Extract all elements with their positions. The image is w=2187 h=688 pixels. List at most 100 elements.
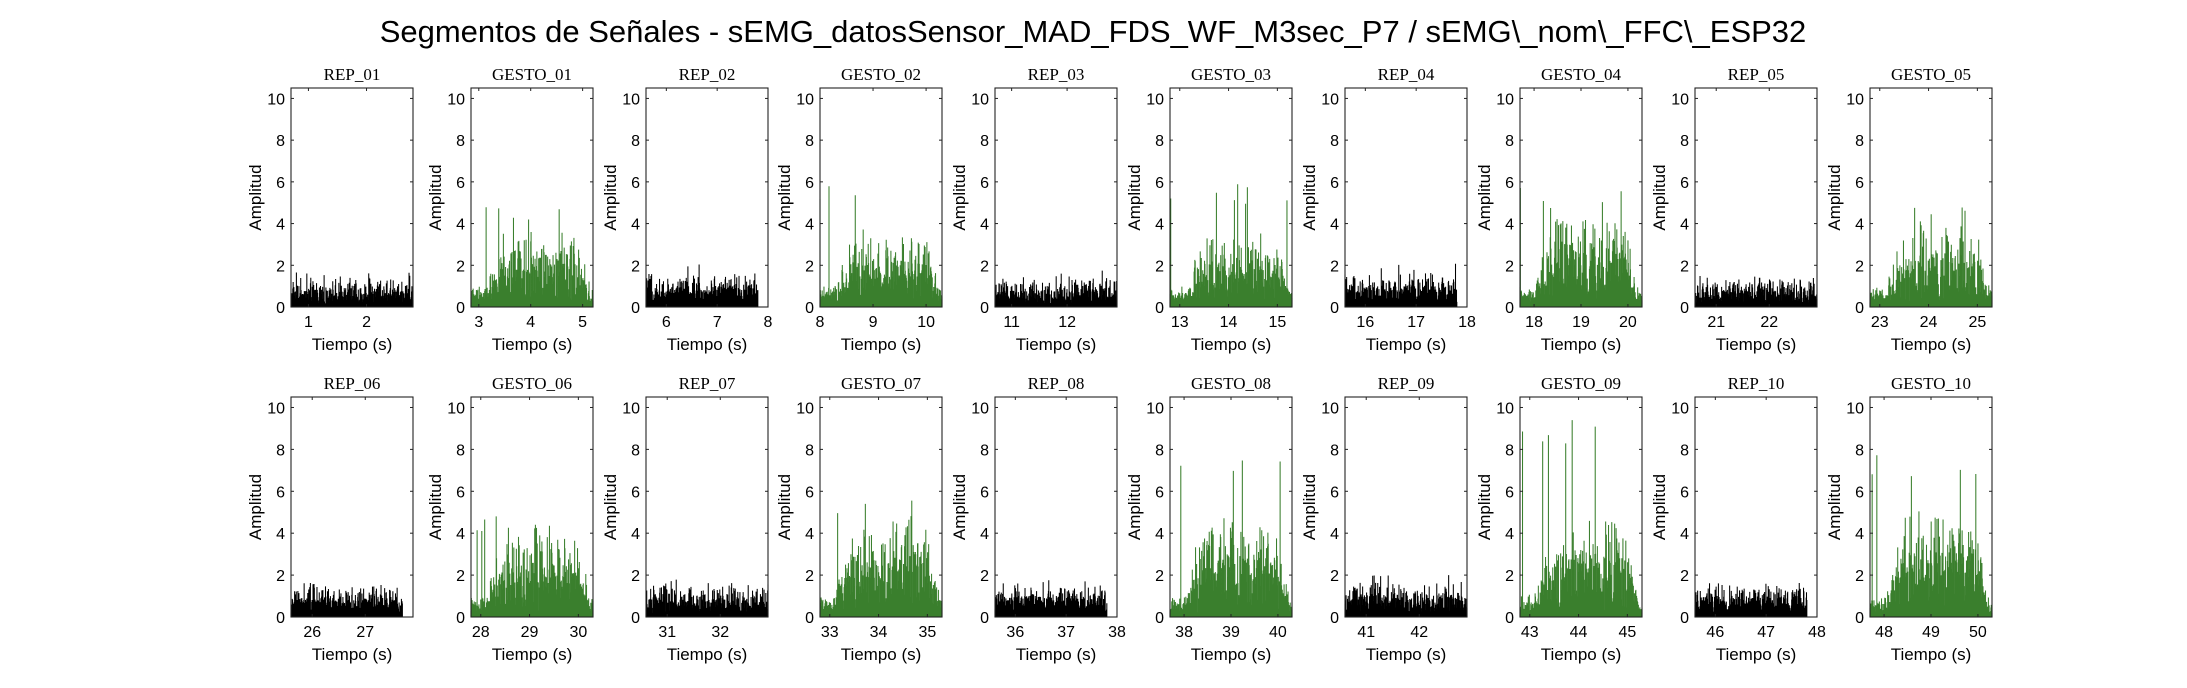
x-tick-label: 21 <box>1707 314 1725 331</box>
axes-frame <box>645 396 769 618</box>
y-tick-label: 6 <box>456 484 465 501</box>
y-tick-label: 6 <box>1330 175 1339 192</box>
y-tick-label: 2 <box>1505 568 1514 585</box>
y-tick-label: 4 <box>1330 526 1339 543</box>
x-tick-label: 2 <box>362 314 371 331</box>
x-axis-label: Tiempo (s) <box>1541 645 1622 664</box>
y-tick-label: 6 <box>805 175 814 192</box>
x-tick-label: 38 <box>1108 624 1126 641</box>
x-tick-label: 39 <box>1222 624 1240 641</box>
y-tick-label: 2 <box>1680 568 1689 585</box>
x-axis-label: Tiempo (s) <box>667 335 748 354</box>
x-tick-label: 36 <box>1006 624 1024 641</box>
panel-title: GESTO_07 <box>841 374 921 393</box>
panel-title: GESTO_08 <box>1191 374 1271 393</box>
y-tick-label: 2 <box>1330 568 1339 585</box>
y-tick-label: 10 <box>971 400 989 417</box>
x-tick-label: 8 <box>764 314 773 331</box>
x-tick-label: 12 <box>1058 314 1076 331</box>
panel-rep_04: 0 2 4 6 8 10 16 17 18 REP_04 Tiempo (s) Amplitud <box>1300 65 1476 354</box>
y-axis-label: Amplitud <box>1300 164 1319 230</box>
panel-rep_02: 0 2 4 6 8 10 6 7 8 REP_02 Tiempo (s) Amplitud <box>601 65 773 354</box>
y-axis-label: Amplitud <box>246 474 265 540</box>
panel-gesto_01: 0 2 4 6 8 10 3 4 5 GESTO_01 Tiempo (s) Amplitud <box>426 65 594 354</box>
y-tick-label: 0 <box>805 610 814 627</box>
y-tick-label: 2 <box>1855 258 1864 275</box>
signal-gesto <box>1169 460 1293 617</box>
y-tick-label: 6 <box>980 175 989 192</box>
y-axis-label: Amplitud <box>1475 474 1494 540</box>
y-tick-label: 10 <box>1846 91 1864 108</box>
signal-gesto <box>1869 455 1993 617</box>
x-tick-label: 30 <box>569 624 587 641</box>
y-tick-label: 6 <box>1680 175 1689 192</box>
y-tick-label: 4 <box>1855 217 1864 234</box>
x-axis-label: Tiempo (s) <box>492 335 573 354</box>
y-tick-label: 10 <box>622 91 640 108</box>
y-tick-label: 4 <box>1855 526 1864 543</box>
x-tick-label: 27 <box>356 624 374 641</box>
y-tick-label: 10 <box>1671 91 1689 108</box>
y-tick-label: 8 <box>1680 442 1689 459</box>
x-tick-label: 10 <box>917 314 935 331</box>
x-tick-label: 6 <box>662 314 671 331</box>
panel-title: REP_04 <box>1378 65 1435 84</box>
signal-rep <box>1694 275 1818 307</box>
y-axis-label: Amplitud <box>601 164 620 230</box>
x-tick-label: 33 <box>821 624 839 641</box>
y-tick-label: 8 <box>1505 133 1514 150</box>
y-tick-label: 6 <box>456 175 465 192</box>
x-tick-label: 28 <box>472 624 490 641</box>
panel-title: GESTO_09 <box>1541 374 1621 393</box>
x-tick-label: 48 <box>1875 624 1893 641</box>
panel-title: GESTO_04 <box>1541 65 1621 84</box>
y-tick-label: 10 <box>447 400 465 417</box>
x-tick-label: 45 <box>1618 624 1636 641</box>
signal-rep <box>645 579 769 617</box>
x-tick-label: 23 <box>1871 314 1889 331</box>
y-tick-label: 6 <box>631 484 640 501</box>
panel-gesto_02: 0 2 4 6 8 10 8 9 10 GESTO_02 Tiempo (s) Amplitud <box>775 65 943 354</box>
signal-rep <box>994 580 1108 617</box>
x-tick-label: 17 <box>1407 314 1425 331</box>
y-tick-label: 10 <box>1146 91 1164 108</box>
x-axis-label: Tiempo (s) <box>1016 335 1097 354</box>
x-axis-label: Tiempo (s) <box>312 645 393 664</box>
y-tick-label: 2 <box>276 258 285 275</box>
x-tick-label: 16 <box>1356 314 1374 331</box>
y-tick-label: 6 <box>1505 484 1514 501</box>
axes-frame <box>1344 87 1468 308</box>
y-tick-label: 10 <box>267 400 285 417</box>
y-tick-label: 10 <box>1321 400 1339 417</box>
y-tick-label: 8 <box>456 133 465 150</box>
figure-title: Segmentos de Señales - sEMG_datosSensor_… <box>380 14 1807 49</box>
y-tick-label: 10 <box>447 91 465 108</box>
y-tick-label: 2 <box>1855 568 1864 585</box>
y-tick-label: 8 <box>1155 442 1164 459</box>
x-axis-label: Tiempo (s) <box>1541 335 1622 354</box>
axes-frame <box>994 87 1118 308</box>
panel-title: REP_10 <box>1728 374 1785 393</box>
x-axis-label: Tiempo (s) <box>841 645 922 664</box>
x-tick-label: 8 <box>816 314 825 331</box>
y-tick-label: 0 <box>1155 300 1164 317</box>
x-tick-label: 1 <box>304 314 313 331</box>
y-tick-label: 10 <box>1146 400 1164 417</box>
y-tick-label: 8 <box>805 442 814 459</box>
y-tick-label: 6 <box>1155 175 1164 192</box>
y-tick-label: 2 <box>805 568 814 585</box>
y-axis-label: Amplitud <box>601 474 620 540</box>
x-tick-label: 20 <box>1619 314 1637 331</box>
y-axis-label: Amplitud <box>1300 474 1319 540</box>
signal-rep <box>1694 583 1808 617</box>
axes-frame <box>1169 87 1293 308</box>
y-tick-label: 0 <box>456 610 465 627</box>
axes-frame <box>1694 87 1818 308</box>
y-tick-label: 2 <box>276 568 285 585</box>
panel-title: REP_05 <box>1728 65 1785 84</box>
signal-gesto <box>470 516 594 617</box>
x-tick-label: 3 <box>474 314 483 331</box>
